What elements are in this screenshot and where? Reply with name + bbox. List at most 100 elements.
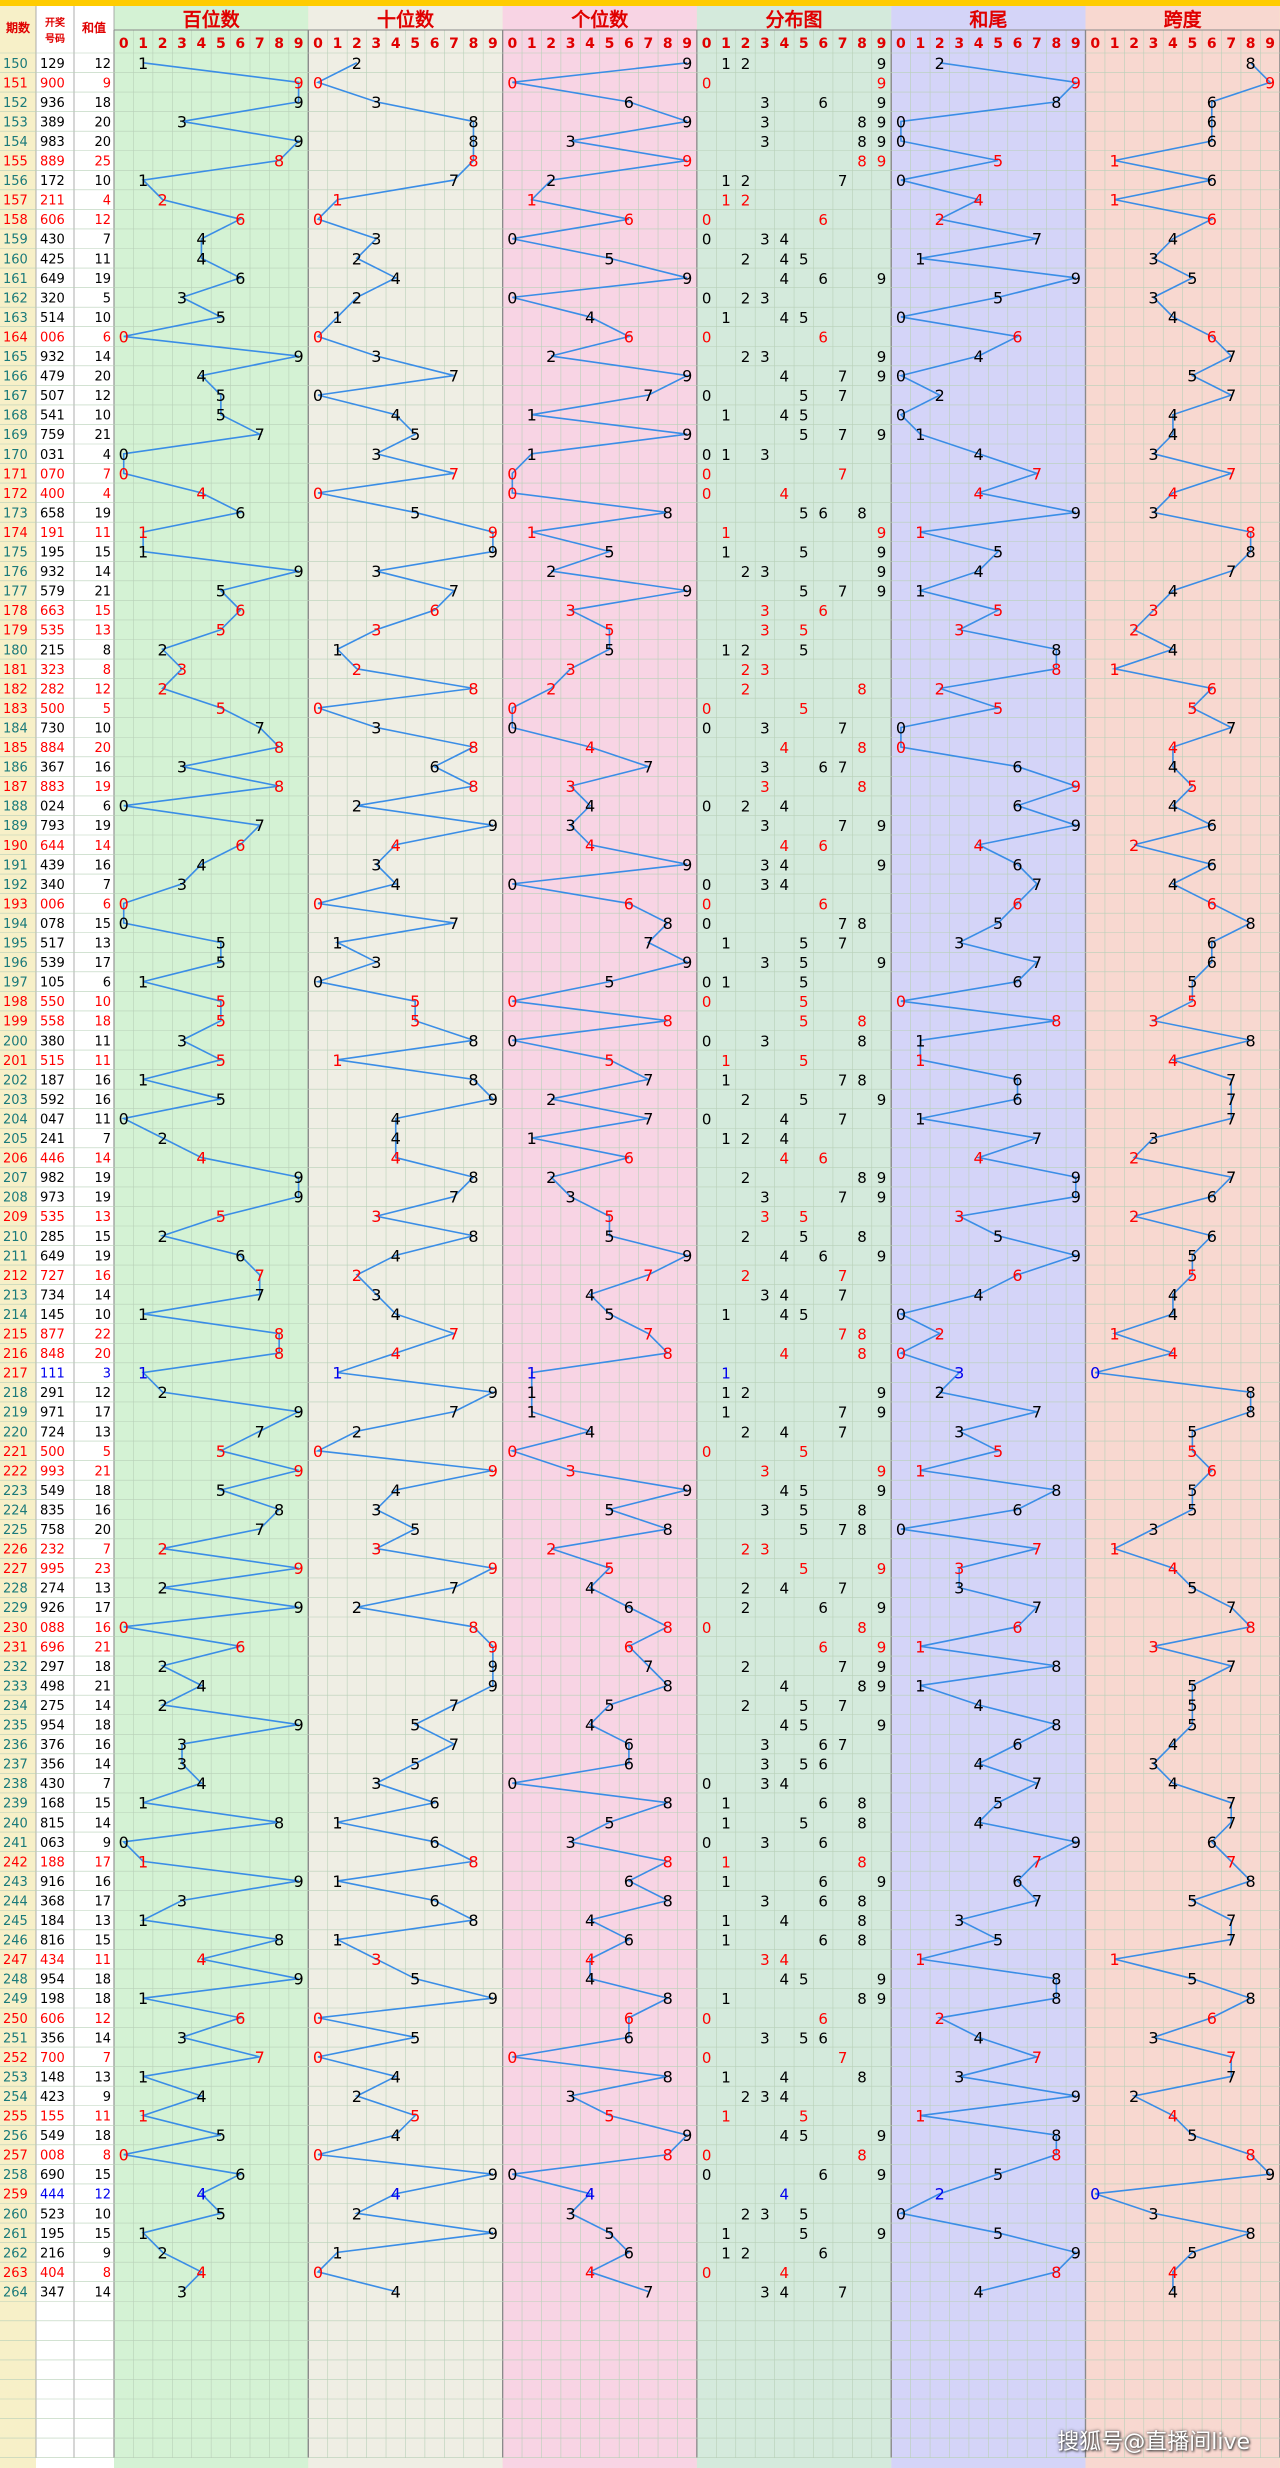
- distribution-digit: 4: [780, 1971, 790, 1989]
- period-label: 161: [3, 272, 28, 287]
- sum-value: 21: [94, 1679, 111, 1694]
- digit-column-label: 4: [585, 36, 595, 52]
- trend-digit: 1: [138, 1794, 148, 1813]
- period-label: 257: [3, 2149, 28, 2164]
- trend-digit: 5: [410, 503, 420, 522]
- sum-value: 15: [94, 1797, 111, 1812]
- draw-number: 070: [40, 467, 65, 482]
- sum-value: 22: [94, 1328, 111, 1343]
- draw-number: 006: [40, 330, 65, 345]
- span-digit: 3: [1148, 601, 1158, 620]
- distribution-digit: 2: [741, 661, 751, 679]
- trend-digit: 1: [138, 973, 148, 992]
- sum-value: 10: [94, 409, 111, 424]
- distribution-digit: 9: [877, 817, 887, 835]
- sum-value: 15: [94, 1934, 111, 1949]
- trend-digit: 3: [371, 855, 381, 874]
- period-label: 167: [3, 389, 28, 404]
- distribution-digit: 7: [838, 2283, 848, 2301]
- trend-digit: 9: [293, 93, 303, 112]
- draw-number: 541: [40, 409, 65, 424]
- distribution-digit: 8: [857, 1169, 867, 1187]
- span-digit: 4: [1168, 230, 1178, 249]
- trend-digit: 7: [255, 1266, 265, 1285]
- trend-digit: 2: [157, 1227, 167, 1246]
- span-digit: 5: [1187, 1422, 1197, 1441]
- trend-digit: 4: [391, 2185, 401, 2204]
- distribution-digit: 8: [857, 778, 867, 796]
- digit-column-label: 0: [119, 36, 129, 52]
- trend-digit: 2: [546, 1168, 556, 1187]
- trend-digit: 6: [430, 601, 440, 620]
- trend-digit: 1: [138, 1305, 148, 1324]
- distribution-digit: 9: [877, 1482, 887, 1500]
- span-digit: 4: [1168, 406, 1178, 425]
- period-label: 199: [3, 1015, 28, 1030]
- span-digit: 2: [1129, 836, 1139, 855]
- draw-number: 380: [40, 1034, 65, 1049]
- trend-digit: 6: [624, 2243, 634, 2262]
- trend-digit: 3: [177, 1031, 187, 1050]
- distribution-digit: 6: [818, 94, 828, 112]
- trend-digit: 4: [196, 1774, 206, 1793]
- trend-digit: 7: [255, 425, 265, 444]
- trend-digit: 8: [663, 1520, 673, 1539]
- sum-value: 15: [94, 2227, 111, 2242]
- sum-tail-digit: 0: [896, 718, 906, 737]
- distribution-digit: 9: [877, 1658, 887, 1676]
- sum-tail-digit: 4: [974, 1285, 984, 1304]
- distribution-digit: 6: [818, 1247, 828, 1265]
- trend-digit: 5: [410, 2028, 420, 2047]
- distribution-digit: 4: [780, 2264, 790, 2282]
- trend-line: [898, 61, 1079, 2293]
- trend-digit: 2: [352, 249, 362, 268]
- trend-digit: 1: [527, 1383, 537, 1402]
- distribution-digit: 3: [760, 563, 770, 581]
- panel-title: 百位数: [183, 8, 241, 31]
- trend-digit: 3: [566, 660, 576, 679]
- draw-number: 195: [40, 2227, 65, 2242]
- sum-value: 17: [94, 1894, 111, 1909]
- trend-digit: 4: [196, 367, 206, 386]
- span-digit: 6: [1207, 679, 1217, 698]
- trend-digit: 8: [663, 2067, 673, 2086]
- distribution-digit: 0: [702, 74, 712, 92]
- sum-tail-digit: 7: [1032, 1774, 1042, 1793]
- trend-digit: 2: [157, 1696, 167, 1715]
- span-digit: 4: [1168, 875, 1178, 894]
- draw-number: 498: [40, 1679, 65, 1694]
- draw-number: 347: [40, 2285, 65, 2300]
- sum-tail-digit: 1: [915, 249, 925, 268]
- span-digit: 4: [1168, 1051, 1178, 1070]
- period-label: 184: [3, 721, 28, 736]
- draw-number: 983: [40, 135, 65, 150]
- digit-column-label: 4: [391, 36, 401, 52]
- trend-digit: 7: [449, 582, 459, 601]
- sum-value: 5: [103, 1445, 111, 1460]
- draw-number: 425: [40, 252, 65, 267]
- period-label: 224: [3, 1503, 28, 1518]
- distribution-digit: 1: [721, 407, 731, 425]
- distribution-digit: 5: [799, 309, 809, 327]
- distribution-digit: 1: [721, 192, 731, 210]
- distribution-digit: 7: [838, 935, 848, 953]
- period-label: 218: [3, 1386, 28, 1401]
- distribution-digit: 3: [760, 446, 770, 464]
- distribution-digit: 1: [721, 2244, 731, 2262]
- trend-digit: 2: [157, 1540, 167, 1559]
- distribution-digit: 5: [799, 1756, 809, 1774]
- sum-value: 10: [94, 174, 111, 189]
- trend-digit: 0: [507, 2048, 517, 2067]
- trend-digit: 3: [177, 875, 187, 894]
- distribution-digit: 8: [857, 1853, 867, 1871]
- distribution-digit: 5: [799, 1501, 809, 1519]
- header-number: 号码: [45, 33, 65, 45]
- sum-value: 12: [94, 682, 111, 697]
- draw-number: 734: [40, 1288, 65, 1303]
- distribution-digit: 2: [741, 2088, 751, 2106]
- draw-number: 658: [40, 506, 65, 521]
- distribution-digit: 4: [780, 1482, 790, 1500]
- sum-value: 14: [94, 839, 111, 854]
- trend-digit: 4: [196, 484, 206, 503]
- period-label: 163: [3, 311, 28, 326]
